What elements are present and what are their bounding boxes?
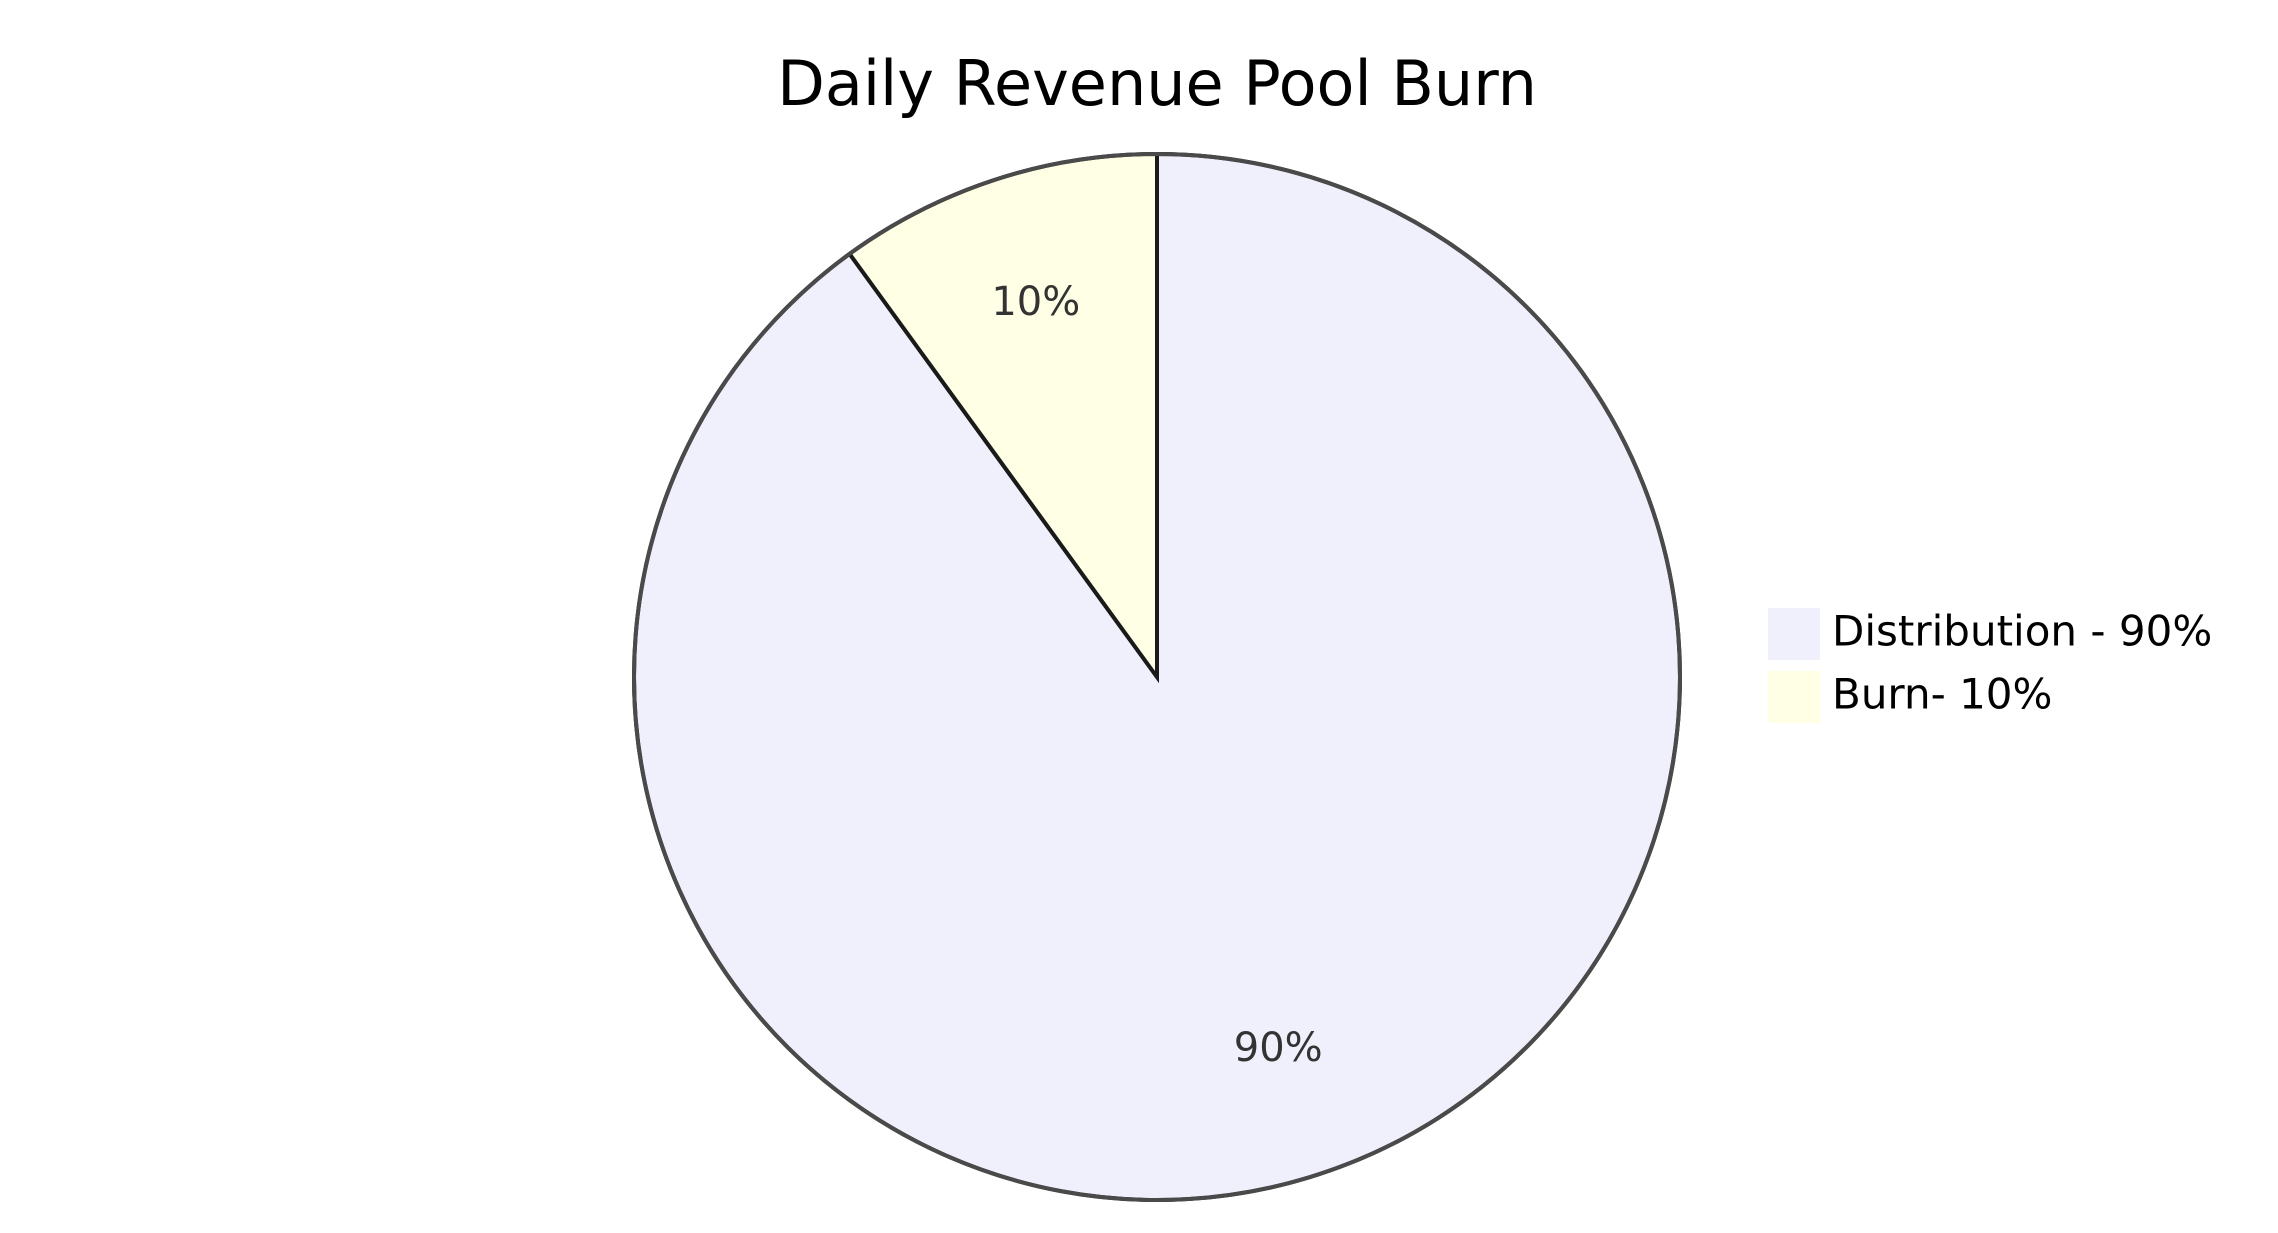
slice-labels-group: 90% 10% [991,279,1322,1071]
slice-percent-label-1: 10% [991,279,1080,325]
legend: Distribution - 90% Burn- 10% [1768,607,2212,723]
pie-outline [632,152,1682,1202]
chart-title: Daily Revenue Pool Burn [777,47,1537,120]
legend-swatch-1 [1768,671,1820,723]
legend-label-0: Distribution - 90% [1832,607,2212,656]
slice-percent-label-0: 90% [1234,1025,1323,1071]
legend-label-1: Burn- 10% [1832,670,2052,719]
slices-group [631,151,1682,1202]
legend-swatch-0 [1768,608,1820,660]
